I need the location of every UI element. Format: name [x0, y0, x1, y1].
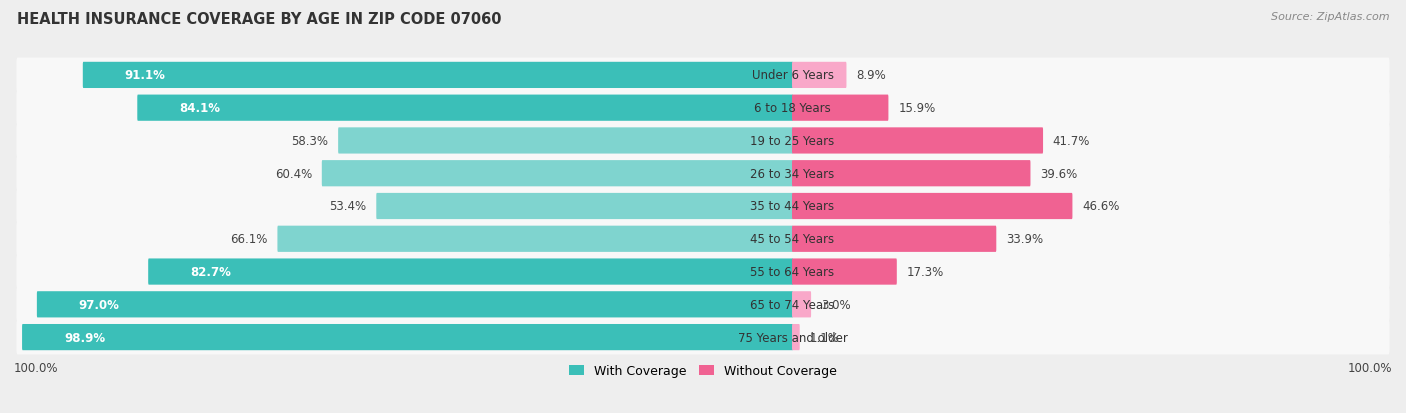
FancyBboxPatch shape: [138, 95, 793, 121]
FancyBboxPatch shape: [17, 157, 1389, 191]
FancyBboxPatch shape: [377, 193, 793, 220]
Text: 17.3%: 17.3%: [907, 266, 943, 278]
Text: 6 to 18 Years: 6 to 18 Years: [754, 102, 831, 115]
Text: 3.0%: 3.0%: [821, 298, 851, 311]
FancyBboxPatch shape: [17, 124, 1389, 159]
FancyBboxPatch shape: [322, 161, 793, 187]
FancyBboxPatch shape: [792, 95, 889, 121]
FancyBboxPatch shape: [17, 58, 1389, 93]
Text: 53.4%: 53.4%: [329, 200, 367, 213]
Text: 55 to 64 Years: 55 to 64 Years: [751, 266, 835, 278]
Text: 26 to 34 Years: 26 to 34 Years: [751, 167, 835, 180]
FancyBboxPatch shape: [22, 324, 793, 350]
FancyBboxPatch shape: [37, 292, 793, 318]
FancyBboxPatch shape: [339, 128, 793, 154]
Legend: With Coverage, Without Coverage: With Coverage, Without Coverage: [564, 359, 842, 382]
Text: 35 to 44 Years: 35 to 44 Years: [751, 200, 835, 213]
FancyBboxPatch shape: [792, 128, 1043, 154]
FancyBboxPatch shape: [17, 222, 1389, 256]
Text: 66.1%: 66.1%: [231, 233, 267, 246]
Text: 84.1%: 84.1%: [179, 102, 221, 115]
FancyBboxPatch shape: [792, 292, 811, 318]
Text: HEALTH INSURANCE COVERAGE BY AGE IN ZIP CODE 07060: HEALTH INSURANCE COVERAGE BY AGE IN ZIP …: [17, 12, 502, 27]
FancyBboxPatch shape: [792, 161, 1031, 187]
Text: 46.6%: 46.6%: [1083, 200, 1119, 213]
Text: 97.0%: 97.0%: [79, 298, 120, 311]
Text: 33.9%: 33.9%: [1007, 233, 1043, 246]
FancyBboxPatch shape: [792, 63, 846, 89]
Text: 45 to 54 Years: 45 to 54 Years: [751, 233, 835, 246]
FancyBboxPatch shape: [792, 193, 1073, 220]
Text: 15.9%: 15.9%: [898, 102, 935, 115]
FancyBboxPatch shape: [148, 259, 793, 285]
Text: 8.9%: 8.9%: [856, 69, 886, 82]
Text: 41.7%: 41.7%: [1053, 135, 1090, 147]
Text: 100.0%: 100.0%: [1347, 361, 1392, 374]
Text: 100.0%: 100.0%: [14, 361, 59, 374]
Text: 98.9%: 98.9%: [63, 331, 105, 344]
FancyBboxPatch shape: [17, 189, 1389, 224]
FancyBboxPatch shape: [17, 287, 1389, 322]
FancyBboxPatch shape: [17, 320, 1389, 355]
FancyBboxPatch shape: [277, 226, 793, 252]
Text: 19 to 25 Years: 19 to 25 Years: [751, 135, 835, 147]
Text: 58.3%: 58.3%: [291, 135, 329, 147]
FancyBboxPatch shape: [792, 324, 800, 350]
Text: Source: ZipAtlas.com: Source: ZipAtlas.com: [1271, 12, 1389, 22]
Text: 1.1%: 1.1%: [810, 331, 839, 344]
Text: 39.6%: 39.6%: [1040, 167, 1077, 180]
Text: 91.1%: 91.1%: [125, 69, 166, 82]
FancyBboxPatch shape: [792, 226, 997, 252]
Text: 75 Years and older: 75 Years and older: [738, 331, 848, 344]
Text: 60.4%: 60.4%: [274, 167, 312, 180]
Text: 65 to 74 Years: 65 to 74 Years: [751, 298, 835, 311]
Text: Under 6 Years: Under 6 Years: [752, 69, 834, 82]
FancyBboxPatch shape: [792, 259, 897, 285]
FancyBboxPatch shape: [17, 91, 1389, 126]
FancyBboxPatch shape: [83, 63, 793, 89]
FancyBboxPatch shape: [17, 254, 1389, 289]
Text: 82.7%: 82.7%: [190, 266, 231, 278]
